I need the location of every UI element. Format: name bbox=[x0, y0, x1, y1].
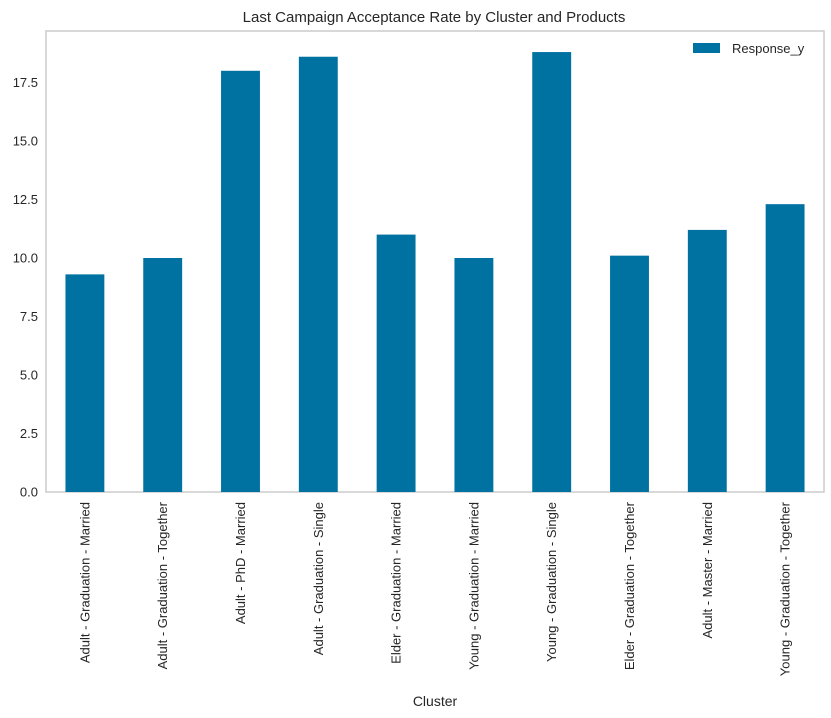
x-tick-label: Young - Graduation - Single bbox=[544, 502, 559, 662]
bar bbox=[143, 257, 183, 492]
x-tick-label: Adult - PhD - Married bbox=[233, 502, 248, 624]
bar bbox=[221, 70, 260, 492]
bar bbox=[687, 229, 727, 492]
bar bbox=[298, 56, 338, 492]
bars bbox=[65, 52, 805, 492]
x-tick-label: Elder - Graduation - Married bbox=[389, 502, 404, 664]
y-tick-label: 15.0 bbox=[13, 133, 38, 148]
y-tick-label: 5.0 bbox=[20, 367, 38, 382]
legend-swatch bbox=[693, 43, 720, 53]
legend-label: Response_y bbox=[732, 41, 805, 56]
bar bbox=[454, 257, 494, 492]
x-tick-label: Young - Graduation - Married bbox=[466, 502, 481, 670]
legend: Response_y bbox=[693, 41, 805, 56]
x-axis-ticks: Adult - Graduation - Married Adult - Grad… bbox=[77, 501, 792, 676]
x-axis-label: Cluster bbox=[413, 693, 458, 709]
y-tick-label: 12.5 bbox=[13, 192, 38, 207]
y-tick-label: 17.5 bbox=[13, 75, 38, 90]
chart-title: Last Campaign Acceptance Rate by Cluster… bbox=[243, 9, 626, 26]
y-tick-label: 0.0 bbox=[20, 485, 38, 500]
bar bbox=[532, 52, 572, 492]
x-tick-label: Adult - Graduation - Together bbox=[155, 501, 170, 669]
x-tick-label: Young - Graduation - Together bbox=[778, 501, 793, 676]
y-tick-label: 10.0 bbox=[13, 250, 38, 265]
bar bbox=[610, 255, 649, 492]
x-tick-label: Adult - Master - Married bbox=[700, 502, 715, 639]
x-tick-label: Elder - Graduation - Together bbox=[622, 501, 637, 670]
bar bbox=[376, 234, 416, 492]
x-tick-label: Adult - Graduation - Married bbox=[77, 502, 92, 663]
bar bbox=[65, 274, 105, 492]
y-tick-label: 2.5 bbox=[20, 426, 38, 441]
bar bbox=[765, 204, 805, 492]
x-tick-label: Adult - Graduation - Single bbox=[311, 502, 326, 655]
y-tick-label: 7.5 bbox=[20, 309, 38, 324]
y-axis-ticks: 0.0 2.5 5.0 7.5 10.0 12.5 15.0 17.5 bbox=[13, 75, 38, 500]
